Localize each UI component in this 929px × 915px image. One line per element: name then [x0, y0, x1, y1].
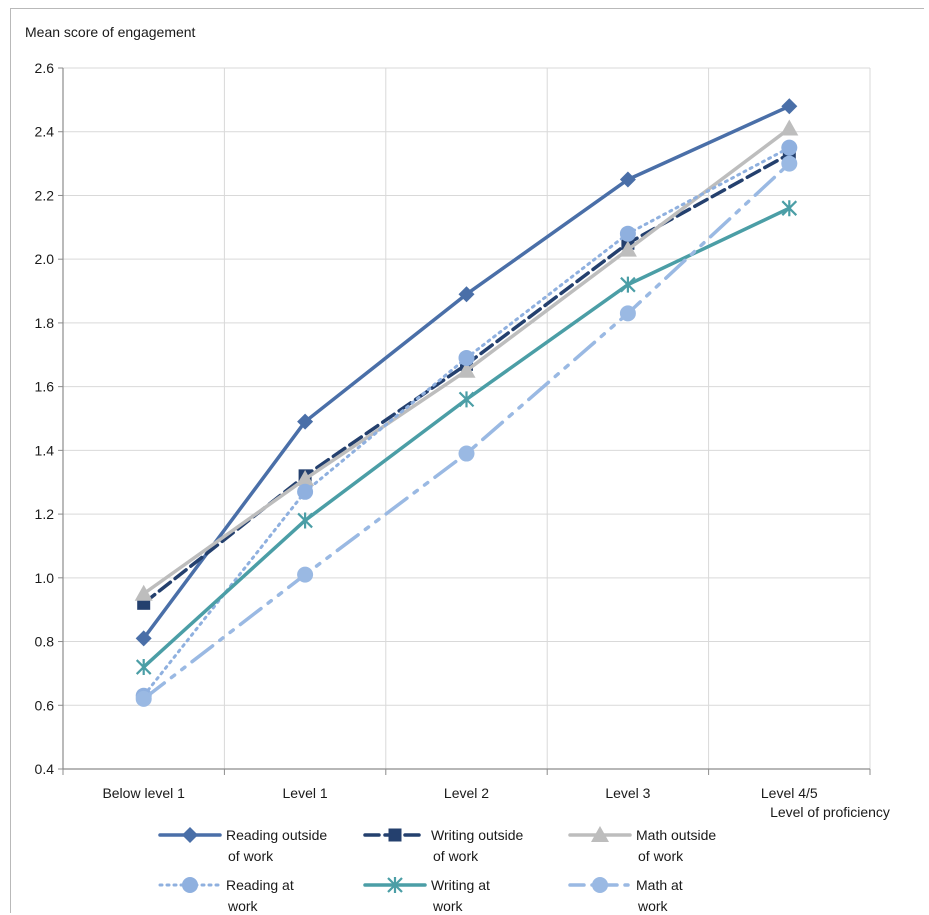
legend-swatch-marker — [182, 877, 198, 893]
y-tick-label: 2.6 — [35, 60, 55, 76]
data-point — [781, 98, 798, 115]
y-axis-title: Mean score of engagement — [25, 24, 196, 40]
series-group — [134, 98, 799, 707]
data-point — [296, 470, 315, 487]
data-point — [297, 566, 314, 583]
legend-item: Reading outside of work — [158, 827, 327, 864]
x-axis-title: Level of proficiency — [770, 804, 890, 820]
legend-item: Writing outside of work — [363, 827, 524, 864]
data-point — [619, 225, 636, 242]
legend-label: work — [637, 898, 669, 914]
legend-swatch-marker — [182, 827, 198, 843]
data-point — [297, 483, 314, 500]
data-point — [458, 445, 475, 462]
legend-label: of work — [638, 848, 684, 864]
data-point — [457, 361, 476, 378]
legend-label: Math at — [636, 877, 683, 893]
y-tick-label: 1.0 — [35, 570, 55, 586]
legend-label: Reading outside — [226, 827, 327, 843]
series-6 — [135, 155, 798, 707]
legend-item: Writing at work — [363, 877, 490, 914]
series-5 — [135, 200, 798, 676]
data-point — [618, 240, 637, 257]
data-point — [781, 139, 798, 156]
y-tick-label: 1.2 — [35, 506, 55, 522]
data-point — [458, 349, 475, 366]
x-tick-label: Level 2 — [444, 785, 489, 801]
y-tick-label: 2.4 — [35, 124, 55, 140]
legend-swatch-marker — [592, 877, 608, 893]
legend-label: Writing at — [431, 877, 490, 893]
legend-item: Reading at work — [158, 877, 294, 914]
series-2 — [137, 147, 796, 610]
y-tick-label: 2.2 — [35, 187, 55, 203]
y-tick-label: 1.6 — [35, 379, 55, 395]
y-tick-label: 2.0 — [35, 251, 55, 267]
series-line — [141, 206, 792, 669]
x-tick-label: Level 3 — [605, 785, 650, 801]
x-tick-label: Level 1 — [283, 785, 328, 801]
y-tick-label: 0.4 — [35, 761, 55, 777]
legend-label: Writing outside — [431, 827, 524, 843]
data-point — [781, 200, 798, 217]
x-tick-labels: Below level 1 Level 1 Level 2 Level 3 Level … — [102, 785, 817, 801]
y-tick-labels: 0.4 0.6 0.8 1.0 1.2 1.4 1.6 1.8 2.0 2.2 2.4 2.6 — [35, 60, 55, 777]
y-tick-label: 0.6 — [35, 697, 55, 713]
series-line — [142, 146, 791, 698]
data-point — [620, 276, 636, 293]
legend: Reading outside of work Writing outside of … — [158, 826, 716, 914]
y-tick-label: 1.8 — [35, 315, 55, 331]
legend-item: Math at work — [568, 877, 683, 914]
series-3 — [134, 119, 799, 601]
legend-label: Reading at — [226, 877, 294, 893]
data-point — [134, 584, 153, 601]
data-point — [780, 119, 799, 136]
gridlines — [63, 67, 871, 769]
data-point — [297, 413, 314, 430]
legend-swatch-marker — [387, 877, 403, 893]
data-point — [135, 690, 152, 707]
x-tick-label: Below level 1 — [102, 785, 185, 801]
chart-frame — [10, 8, 924, 913]
legend-label: Math outside — [636, 827, 716, 843]
legend-swatch-marker — [388, 828, 402, 842]
series-line — [141, 161, 792, 701]
legend-swatch-marker — [591, 826, 609, 842]
data-point — [619, 171, 636, 188]
data-point — [135, 630, 152, 647]
data-point — [135, 659, 152, 676]
x-tick-label: Level 4/5 — [761, 785, 818, 801]
legend-label: of work — [228, 848, 274, 864]
data-point — [458, 391, 475, 408]
data-point — [297, 512, 313, 529]
series-1 — [135, 98, 798, 647]
legend-label: work — [227, 898, 259, 914]
series-4 — [135, 139, 798, 704]
data-point — [781, 155, 798, 172]
axes — [58, 67, 871, 775]
legend-label: of work — [433, 848, 479, 864]
legend-item: Math outside of work — [568, 826, 716, 864]
series-line — [141, 152, 792, 606]
data-point — [458, 286, 475, 303]
legend-label: work — [432, 898, 464, 914]
y-tick-label: 0.8 — [35, 634, 55, 650]
data-point — [619, 305, 636, 322]
y-tick-label: 1.4 — [35, 442, 55, 458]
